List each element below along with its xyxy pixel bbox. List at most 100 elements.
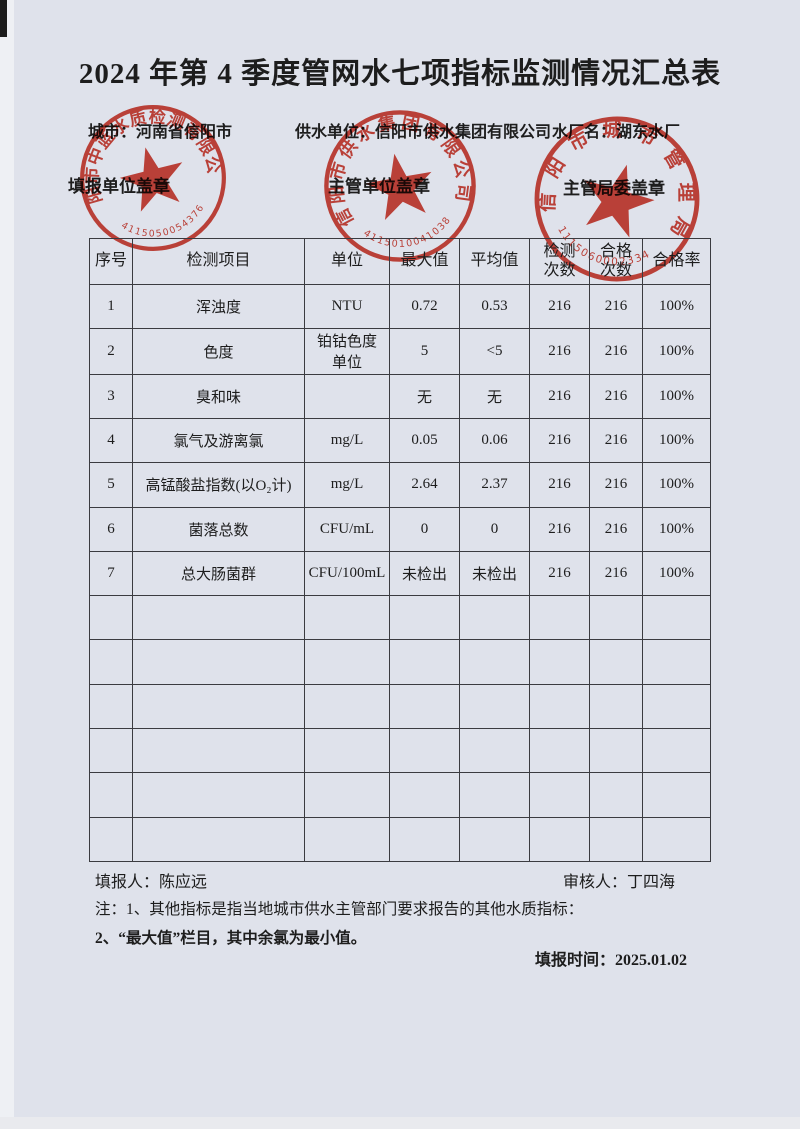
table-cell (529, 639, 590, 685)
table-cell (589, 639, 643, 685)
table-cell: 0.72 (389, 283, 460, 330)
table-cell: 6 (89, 506, 133, 552)
table-row (89, 595, 711, 641)
table-cell (304, 772, 390, 818)
table-row (89, 727, 711, 774)
table-cell (459, 639, 530, 685)
table-cell: 浑浊度 (132, 283, 305, 330)
table-cell (304, 639, 390, 685)
table-cell (589, 683, 643, 729)
table-row (89, 772, 711, 818)
table-cell (132, 683, 305, 729)
filler-name: 填报人：陈应远 (95, 874, 208, 891)
table-row: 1 浑浊度 NTU 0.72 0.53 216 216 100% (89, 283, 711, 330)
table-cell (459, 727, 530, 774)
table-cell: 0.05 (389, 417, 460, 464)
table-cell (132, 595, 305, 641)
table-cell: 100% (642, 506, 711, 552)
table-cell (529, 772, 590, 818)
table-cell (589, 772, 643, 818)
table-cell (529, 727, 590, 774)
table-header-row: 序号 检测项目 单位 最大值 平均值 检测 次数 合格 次数 合格率 (89, 238, 711, 285)
table-cell (642, 639, 711, 685)
column-header: 检测项目 (132, 238, 305, 285)
table-cell: 216 (529, 328, 590, 375)
table-cell: 100% (642, 417, 711, 464)
table-cell: 216 (589, 550, 643, 597)
supplier-field: 供水单位：信阳市供水集团有限公司 (295, 124, 552, 141)
table-cell (589, 816, 643, 863)
table-cell (389, 727, 460, 774)
table-cell: 100% (642, 373, 711, 419)
table-cell (589, 727, 643, 774)
table-cell: 216 (529, 373, 590, 419)
table-cell: 无 (459, 373, 530, 419)
column-header: 合格率 (642, 238, 711, 285)
table-cell (642, 772, 711, 818)
table-cell (304, 816, 390, 863)
star-icon (365, 153, 432, 221)
table-cell: mg/L (304, 462, 390, 508)
star-icon (584, 164, 655, 238)
table-row (89, 816, 711, 863)
table-row: 2 色度 铂钴色度 单位 5 <5 216 216 100% (89, 328, 711, 375)
table-cell (642, 683, 711, 729)
report-date: 填报时间：2025.01.02 (535, 952, 688, 969)
table-cell: 100% (642, 283, 711, 330)
table-cell (529, 683, 590, 729)
table-cell (89, 816, 133, 863)
table-cell (459, 683, 530, 729)
table-cell: mg/L (304, 417, 390, 464)
table-cell: 2.37 (459, 462, 530, 508)
note-line-2: 2、“最大值”栏目，其中余氯为最小值。 (95, 930, 367, 947)
table-cell: 臭和味 (132, 373, 305, 419)
table-cell (132, 639, 305, 685)
table-cell: 铂钴色度 单位 (304, 328, 390, 375)
table-cell (459, 595, 530, 641)
table-row: 4 氯气及游离氯 mg/L 0.05 0.06 216 216 100% (89, 417, 711, 464)
scan-corner-artifact (0, 0, 7, 37)
table-cell: 菌落总数 (132, 506, 305, 552)
table-cell (89, 727, 133, 774)
table-cell: 7 (89, 550, 133, 597)
table-cell: 100% (642, 328, 711, 375)
table-cell: 总大肠菌群 (132, 550, 305, 597)
table-cell (459, 772, 530, 818)
table-cell: 216 (589, 328, 643, 375)
column-header: 检测 次数 (529, 238, 590, 285)
table-cell (89, 772, 133, 818)
table-cell (459, 816, 530, 863)
table-cell: 216 (589, 506, 643, 552)
note-line-1: 注：1、其他指标是指当地城市供水主管部门要求报告的其他水质指标： (95, 901, 584, 918)
table-cell (389, 772, 460, 818)
star-icon (119, 147, 183, 212)
table-cell: CFU/mL (304, 506, 390, 552)
table-cell: 5 (389, 328, 460, 375)
table-cell (304, 727, 390, 774)
column-header: 合格 次数 (589, 238, 643, 285)
table-cell: 2.64 (389, 462, 460, 508)
page-title: 2024 年第 4 季度管网水七项指标监测情况汇总表 (78, 58, 722, 90)
table-cell: 高锰酸盐指数(以O₂计) (132, 462, 305, 508)
table-cell (589, 595, 643, 641)
table-row (89, 639, 711, 685)
table-body: 1 浑浊度 NTU 0.72 0.53 216 216 100% 2 色度 铂钴色度 单位 5 <5 21… (89, 283, 711, 863)
table-cell: 0 (389, 506, 460, 552)
table-cell: CFU/100mL (304, 550, 390, 597)
table-cell (642, 595, 711, 641)
table-cell (529, 595, 590, 641)
table-row: 5 高锰酸盐指数(以O₂计) mg/L 2.64 2.37 216 216 100% (89, 462, 711, 508)
table-cell: 5 (89, 462, 133, 508)
table-cell: 4 (89, 417, 133, 464)
table-cell (304, 373, 390, 419)
table-cell: 未检出 (389, 550, 460, 597)
city-field: 城市：河南省信阳市 (88, 124, 233, 141)
table-cell (89, 595, 133, 641)
table-cell: 2 (89, 328, 133, 375)
table-cell (642, 727, 711, 774)
table-cell: 色度 (132, 328, 305, 375)
table-row: 6 菌落总数 CFU/mL 0 0 216 216 100% (89, 506, 711, 552)
column-header: 平均值 (459, 238, 530, 285)
table-cell: 0.06 (459, 417, 530, 464)
